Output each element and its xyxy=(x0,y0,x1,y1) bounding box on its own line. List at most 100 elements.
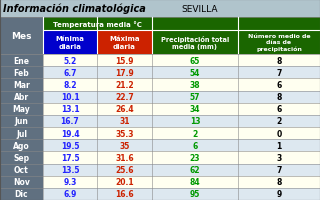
Text: 6: 6 xyxy=(192,141,198,150)
Bar xyxy=(152,31,238,55)
Text: 26.4: 26.4 xyxy=(115,105,134,114)
Text: 13: 13 xyxy=(190,117,200,126)
Bar xyxy=(152,18,238,31)
Text: 10.1: 10.1 xyxy=(61,93,79,102)
Bar xyxy=(97,164,152,176)
Bar xyxy=(238,103,320,115)
Text: Oct: Oct xyxy=(14,165,29,174)
Text: 13.1: 13.1 xyxy=(61,105,79,114)
Text: 31: 31 xyxy=(119,117,130,126)
Text: 38: 38 xyxy=(190,81,200,89)
Text: Sep: Sep xyxy=(13,153,29,162)
Bar xyxy=(152,115,238,127)
Bar xyxy=(238,139,320,152)
Text: Mínima
diaria: Mínima diaria xyxy=(56,36,84,50)
Bar xyxy=(152,67,238,79)
Bar xyxy=(238,67,320,79)
Text: Temperatura media °C: Temperatura media °C xyxy=(53,21,142,28)
Bar xyxy=(43,103,97,115)
Bar xyxy=(0,55,43,67)
Text: 20.1: 20.1 xyxy=(115,177,134,186)
Text: 2: 2 xyxy=(192,129,198,138)
Bar xyxy=(238,31,320,55)
Bar xyxy=(97,188,152,200)
Text: 84: 84 xyxy=(190,177,200,186)
Text: 21.2: 21.2 xyxy=(115,81,134,89)
Text: Mar: Mar xyxy=(13,81,30,89)
Text: 19.5: 19.5 xyxy=(61,141,79,150)
Text: 9.3: 9.3 xyxy=(63,177,77,186)
Bar xyxy=(238,18,320,31)
Bar xyxy=(43,55,97,67)
Text: 16.6: 16.6 xyxy=(115,189,134,198)
Bar xyxy=(0,79,43,91)
Text: 62: 62 xyxy=(190,165,200,174)
Bar xyxy=(152,103,238,115)
Text: 23: 23 xyxy=(190,153,200,162)
Bar xyxy=(97,67,152,79)
Text: 0: 0 xyxy=(276,129,282,138)
Text: Feb: Feb xyxy=(14,68,29,77)
Bar xyxy=(97,31,152,55)
Bar xyxy=(0,0,320,18)
Text: Ene: Ene xyxy=(13,56,29,65)
Text: Mes: Mes xyxy=(11,32,32,41)
Text: Jun: Jun xyxy=(15,117,28,126)
Text: 5.2: 5.2 xyxy=(63,56,76,65)
Bar xyxy=(43,139,97,152)
Text: 95: 95 xyxy=(190,189,200,198)
Bar xyxy=(238,152,320,164)
Bar xyxy=(97,115,152,127)
Text: 57: 57 xyxy=(190,93,200,102)
Text: 25.6: 25.6 xyxy=(115,165,134,174)
Bar xyxy=(238,55,320,67)
Text: 7: 7 xyxy=(276,68,282,77)
Bar xyxy=(0,67,43,79)
Text: 1: 1 xyxy=(276,141,282,150)
Text: 6: 6 xyxy=(276,105,282,114)
Bar xyxy=(152,91,238,103)
Bar xyxy=(97,127,152,139)
Bar xyxy=(97,55,152,67)
Bar xyxy=(0,152,43,164)
Text: 6: 6 xyxy=(276,81,282,89)
Text: 16.7: 16.7 xyxy=(60,117,79,126)
Text: Precipitación total
media (mm): Precipitación total media (mm) xyxy=(161,36,229,50)
Bar xyxy=(0,115,43,127)
Bar xyxy=(0,91,43,103)
Bar xyxy=(97,103,152,115)
Text: 54: 54 xyxy=(190,68,200,77)
Bar xyxy=(97,152,152,164)
Text: 8: 8 xyxy=(276,93,282,102)
Text: 6.9: 6.9 xyxy=(63,189,77,198)
Bar xyxy=(152,176,238,188)
Bar xyxy=(152,164,238,176)
Text: 17.5: 17.5 xyxy=(61,153,79,162)
Bar xyxy=(43,18,152,31)
Bar xyxy=(0,18,43,55)
Bar xyxy=(0,164,43,176)
Bar xyxy=(43,115,97,127)
Text: 2: 2 xyxy=(276,117,282,126)
Text: Información climatológica: Información climatológica xyxy=(3,4,146,14)
Text: Máxima
diaria: Máxima diaria xyxy=(109,36,140,50)
Bar xyxy=(0,176,43,188)
Bar xyxy=(43,164,97,176)
Text: 6.7: 6.7 xyxy=(63,68,77,77)
Text: 19.4: 19.4 xyxy=(61,129,79,138)
Text: Nov: Nov xyxy=(13,177,30,186)
Bar xyxy=(238,115,320,127)
Bar xyxy=(0,127,43,139)
Bar xyxy=(152,79,238,91)
Bar xyxy=(43,67,97,79)
Text: 34: 34 xyxy=(190,105,200,114)
Text: Ago: Ago xyxy=(13,141,30,150)
Bar xyxy=(238,91,320,103)
Bar xyxy=(152,55,238,67)
Text: 22.7: 22.7 xyxy=(115,93,134,102)
Bar xyxy=(0,139,43,152)
Bar xyxy=(152,127,238,139)
Text: 8.2: 8.2 xyxy=(63,81,77,89)
Bar xyxy=(43,176,97,188)
Bar xyxy=(43,127,97,139)
